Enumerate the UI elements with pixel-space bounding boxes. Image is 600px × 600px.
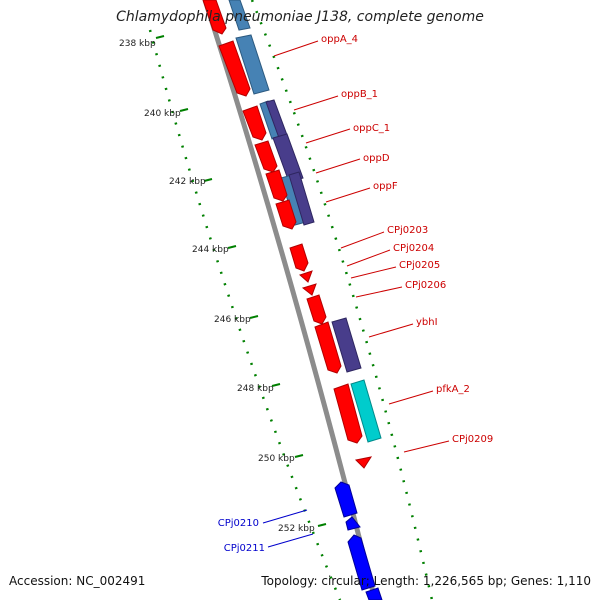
gene-arrow-CPj0206 — [306, 294, 327, 325]
gene-label-ybhI: ybhI — [416, 317, 438, 328]
kbp-tick-labels: 238 kbp 240 kbp 242 kbp 244 kbp 246 kbp … — [119, 39, 315, 534]
reverse-genes — [334, 481, 383, 600]
map-title: Chlamydophila pneumoniae J138, complete … — [116, 9, 484, 25]
gene-label-pfkA_2: pfkA_2 — [436, 384, 470, 395]
kbp-tick-label: 238 kbp — [119, 39, 156, 49]
gene-labels: oppA_4 oppB_1 oppC_1 oppD oppF CPj0203 C… — [218, 34, 494, 554]
gene-label-CPj0210: CPj0210 — [218, 518, 259, 529]
gene-arrow-CPj0205 — [301, 283, 317, 296]
kbp-tick-label: 240 kbp — [144, 109, 181, 119]
forward-genes — [202, 0, 373, 469]
gene-arrow-oppA_4 — [218, 40, 251, 97]
cog-feature-oppC_1 — [272, 133, 304, 183]
kbp-tick-label: 244 kbp — [192, 245, 229, 255]
gene-label-oppC_1: oppC_1 — [353, 123, 390, 134]
gene-label-CPj0205: CPj0205 — [399, 260, 440, 271]
gene-arrow-oppC_1 — [254, 140, 278, 173]
gene-arrow-oppD — [265, 169, 288, 202]
kbp-tick-label: 242 kbp — [169, 177, 206, 187]
kbp-tick-marks — [155, 35, 327, 527]
gene-label-oppB_1: oppB_1 — [341, 89, 378, 100]
kbp-tick-label: 250 kbp — [258, 454, 295, 464]
gene-arrow-oppF — [275, 199, 297, 230]
gene-label-leaders — [262, 40, 450, 548]
cog-feature-oppA_4-top — [228, 0, 251, 31]
gene-label-CPj0211: CPj0211 — [224, 543, 265, 554]
gene-arrow-CPj0209 — [354, 456, 373, 469]
cog-feature-oppF — [288, 171, 315, 226]
gene-label-oppD: oppD — [363, 153, 390, 164]
gene-label-CPj0206: CPj0206 — [405, 280, 446, 291]
gene-arrow-CPj0211-a — [345, 516, 361, 531]
gene-label-CPj0204: CPj0204 — [393, 243, 434, 254]
gene-arrow-oppB_1 — [242, 105, 267, 141]
gene-arrow-oppA_4-top — [202, 0, 227, 35]
kbp-tick-label: 252 kbp — [278, 524, 315, 534]
kbp-tick-label: 246 kbp — [214, 315, 251, 325]
cog-feature-oppA_4 — [235, 34, 270, 95]
gene-arrow-CPj0203 — [289, 243, 309, 272]
gene-arrow-CPj0211 — [347, 534, 376, 591]
accession-label: Accession: NC_002491 — [9, 574, 146, 588]
cog-features — [228, 0, 382, 443]
kbp-tick-label: 248 kbp — [237, 384, 274, 394]
gene-label-oppA_4: oppA_4 — [321, 34, 358, 45]
gene-arrow-ybhI — [314, 321, 342, 374]
gene-arrow-pfkA_2 — [333, 383, 363, 444]
gene-label-CPj0203: CPj0203 — [387, 225, 428, 236]
genome-summary: Topology: circular; Length: 1,226,565 bp… — [261, 574, 591, 588]
gene-label-oppF: oppF — [373, 181, 398, 192]
gene-arrow-CPj0210 — [334, 481, 358, 518]
cog-feature-pfkA_2 — [350, 379, 382, 443]
gene-arrow-CPj0204 — [299, 270, 313, 283]
cog-feature-ybhI — [331, 317, 362, 373]
gene-label-CPj0209: CPj0209 — [452, 434, 493, 445]
gene-arrow-bottom — [365, 587, 383, 600]
